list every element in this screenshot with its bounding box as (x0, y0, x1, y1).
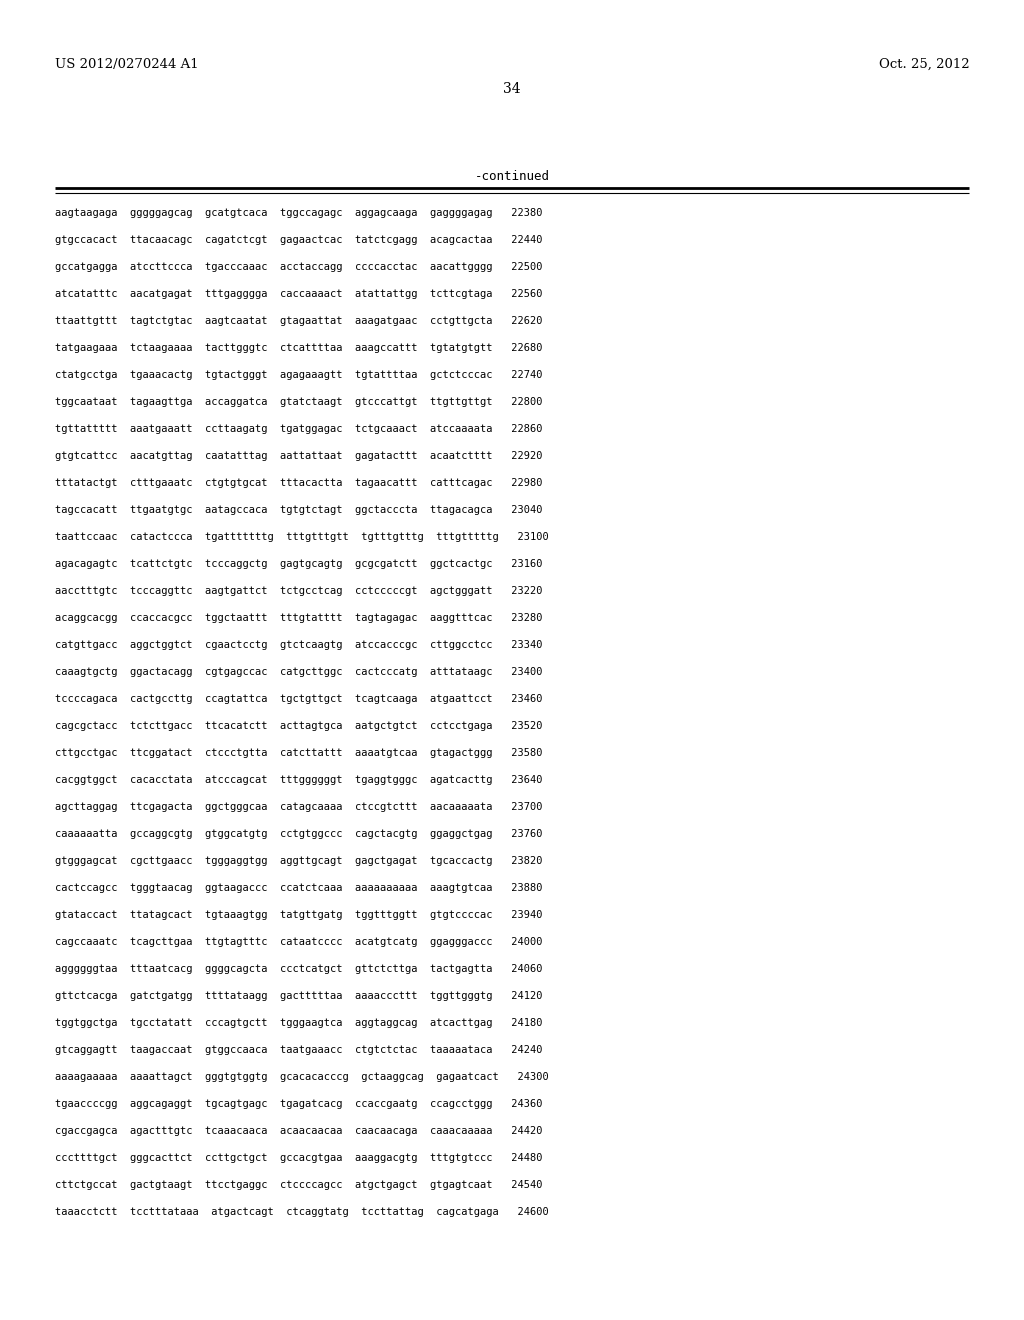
Text: aggggggtaa  tttaatcacg  ggggcagcta  ccctcatgct  gttctcttga  tactgagtta   24060: aggggggtaa tttaatcacg ggggcagcta ccctcat… (55, 964, 543, 974)
Text: agacagagtc  tcattctgtc  tcccaggctg  gagtgcagtg  gcgcgatctt  ggctcactgc   23160: agacagagtc tcattctgtc tcccaggctg gagtgca… (55, 558, 543, 569)
Text: cagccaaatc  tcagcttgaa  ttgtagtttc  cataatcccc  acatgtcatg  ggagggaccc   24000: cagccaaatc tcagcttgaa ttgtagtttc cataatc… (55, 937, 543, 946)
Text: catgttgacc  aggctggtct  cgaactcctg  gtctcaagtg  atccacccgc  cttggcctcc   23340: catgttgacc aggctggtct cgaactcctg gtctcaa… (55, 640, 543, 649)
Text: agcttaggag  ttcgagacta  ggctgggcaa  catagcaaaa  ctccgtcttt  aacaaaaata   23700: agcttaggag ttcgagacta ggctgggcaa catagca… (55, 803, 543, 812)
Text: -continued: -continued (474, 170, 550, 183)
Text: cttgcctgac  ttcggatact  ctccctgtta  catcttattt  aaaatgtcaa  gtagactggg   23580: cttgcctgac ttcggatact ctccctgtta catctta… (55, 748, 543, 758)
Text: tggcaataat  tagaagttga  accaggatca  gtatctaagt  gtcccattgt  ttgttgttgt   22800: tggcaataat tagaagttga accaggatca gtatcta… (55, 397, 543, 407)
Text: ttaattgttt  tagtctgtac  aagtcaatat  gtagaattat  aaagatgaac  cctgttgcta   22620: ttaattgttt tagtctgtac aagtcaatat gtagaat… (55, 315, 543, 326)
Text: tggtggctga  tgcctatatt  cccagtgctt  tgggaagtca  aggtaggcag  atcacttgag   24180: tggtggctga tgcctatatt cccagtgctt tgggaag… (55, 1018, 543, 1028)
Text: tgttattttt  aaatgaaatt  ccttaagatg  tgatggagac  tctgcaaact  atccaaaata   22860: tgttattttt aaatgaaatt ccttaagatg tgatgga… (55, 424, 543, 434)
Text: gtgggagcat  cgcttgaacc  tgggaggtgg  aggttgcagt  gagctgagat  tgcaccactg   23820: gtgggagcat cgcttgaacc tgggaggtgg aggttgc… (55, 855, 543, 866)
Text: gtcaggagtt  taagaccaat  gtggccaaca  taatgaaacc  ctgtctctac  taaaaataca   24240: gtcaggagtt taagaccaat gtggccaaca taatgaa… (55, 1045, 543, 1055)
Text: tttatactgt  ctttgaaatc  ctgtgtgcat  tttacactta  tagaacattt  catttcagac   22980: tttatactgt ctttgaaatc ctgtgtgcat tttacac… (55, 478, 543, 488)
Text: acaggcacgg  ccaccacgcc  tggctaattt  tttgtatttt  tagtagagac  aaggtttcac   23280: acaggcacgg ccaccacgcc tggctaattt tttgtat… (55, 612, 543, 623)
Text: aacctttgtc  tcccaggttc  aagtgattct  tctgcctcag  cctcccccgt  agctgggatt   23220: aacctttgtc tcccaggttc aagtgattct tctgcct… (55, 586, 543, 597)
Text: tgaaccccgg  aggcagaggt  tgcagtgagc  tgagatcacg  ccaccgaatg  ccagcctggg   24360: tgaaccccgg aggcagaggt tgcagtgagc tgagatc… (55, 1100, 543, 1109)
Text: gccatgagga  atccttccca  tgacccaaac  acctaccagg  ccccacctac  aacattgggg   22500: gccatgagga atccttccca tgacccaaac acctacc… (55, 261, 543, 272)
Text: Oct. 25, 2012: Oct. 25, 2012 (880, 58, 970, 71)
Text: caaaaaatta  gccaggcgtg  gtggcatgtg  cctgtggccc  cagctacgtg  ggaggctgag   23760: caaaaaatta gccaggcgtg gtggcatgtg cctgtgg… (55, 829, 543, 840)
Text: cccttttgct  gggcacttct  ccttgctgct  gccacgtgaa  aaaggacgtg  tttgtgtccc   24480: cccttttgct gggcacttct ccttgctgct gccacgt… (55, 1152, 543, 1163)
Text: taaacctctt  tcctttataaa  atgactcagt  ctcaggtatg  tccttattag  cagcatgaga   24600: taaacctctt tcctttataaa atgactcagt ctcagg… (55, 1206, 549, 1217)
Text: caaagtgctg  ggactacagg  cgtgagccac  catgcttggc  cactcccatg  atttataagc   23400: caaagtgctg ggactacagg cgtgagccac catgctt… (55, 667, 543, 677)
Text: gtgtcattcc  aacatgttag  caatatttag  aattattaat  gagatacttt  acaatctttt   22920: gtgtcattcc aacatgttag caatatttag aattatt… (55, 451, 543, 461)
Text: cactccagcc  tgggtaacag  ggtaagaccc  ccatctcaaa  aaaaaaaaaa  aaagtgtcaa   23880: cactccagcc tgggtaacag ggtaagaccc ccatctc… (55, 883, 543, 894)
Text: cttctgccat  gactgtaagt  ttcctgaggc  ctccccagcc  atgctgagct  gtgagtcaat   24540: cttctgccat gactgtaagt ttcctgaggc ctcccca… (55, 1180, 543, 1191)
Text: aaaagaaaaa  aaaattagct  gggtgtggtg  gcacacacccg  gctaaggcag  gagaatcact   24300: aaaagaaaaa aaaattagct gggtgtggtg gcacaca… (55, 1072, 549, 1082)
Text: tatgaagaaa  tctaagaaaa  tacttgggtc  ctcattttaa  aaagccattt  tgtatgtgtt   22680: tatgaagaaa tctaagaaaa tacttgggtc ctcattt… (55, 343, 543, 352)
Text: ctatgcctga  tgaaacactg  tgtactgggt  agagaaagtt  tgtattttaa  gctctcccac   22740: ctatgcctga tgaaacactg tgtactgggt agagaaa… (55, 370, 543, 380)
Text: gttctcacga  gatctgatgg  ttttataagg  gactttttaa  aaaacccttt  tggttgggtg   24120: gttctcacga gatctgatgg ttttataagg gactttt… (55, 991, 543, 1001)
Text: cagcgctacc  tctcttgacc  ttcacatctt  acttagtgca  aatgctgtct  cctcctgaga   23520: cagcgctacc tctcttgacc ttcacatctt acttagt… (55, 721, 543, 731)
Text: taattccaac  catactccca  tgatttttttg  tttgtttgtt  tgtttgtttg  tttgtttttg   23100: taattccaac catactccca tgatttttttg tttgtt… (55, 532, 549, 543)
Text: tagccacatt  ttgaatgtgc  aatagccaca  tgtgtctagt  ggctacccta  ttagacagca   23040: tagccacatt ttgaatgtgc aatagccaca tgtgtct… (55, 506, 543, 515)
Text: gtataccact  ttatagcact  tgtaaagtgg  tatgttgatg  tggtttggtt  gtgtccccac   23940: gtataccact ttatagcact tgtaaagtgg tatgttg… (55, 909, 543, 920)
Text: cacggtggct  cacacctata  atcccagcat  tttggggggt  tgaggtgggc  agatcacttg   23640: cacggtggct cacacctata atcccagcat tttgggg… (55, 775, 543, 785)
Text: atcatatttc  aacatgagat  tttgagggga  caccaaaact  atattattgg  tcttcgtaga   22560: atcatatttc aacatgagat tttgagggga caccaaa… (55, 289, 543, 300)
Text: US 2012/0270244 A1: US 2012/0270244 A1 (55, 58, 199, 71)
Text: 34: 34 (503, 82, 521, 96)
Text: gtgccacact  ttacaacagc  cagatctcgt  gagaactcac  tatctcgagg  acagcactaa   22440: gtgccacact ttacaacagc cagatctcgt gagaact… (55, 235, 543, 246)
Text: tccccagaca  cactgccttg  ccagtattca  tgctgttgct  tcagtcaaga  atgaattcct   23460: tccccagaca cactgccttg ccagtattca tgctgtt… (55, 694, 543, 704)
Text: cgaccgagca  agactttgtc  tcaaacaaca  acaacaacaa  caacaacaga  caaacaaaaa   24420: cgaccgagca agactttgtc tcaaacaaca acaacaa… (55, 1126, 543, 1137)
Text: aagtaagaga  gggggagcag  gcatgtcaca  tggccagagc  aggagcaaga  gaggggagag   22380: aagtaagaga gggggagcag gcatgtcaca tggccag… (55, 209, 543, 218)
